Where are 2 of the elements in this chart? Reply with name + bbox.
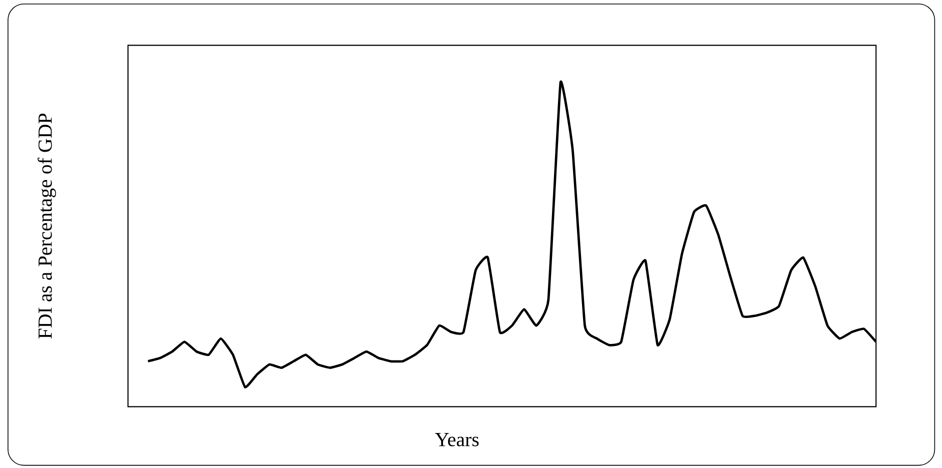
x-axis-title: Years	[435, 433, 479, 446]
y-axis-title: FDI as a Percentage of GDP	[38, 114, 56, 339]
